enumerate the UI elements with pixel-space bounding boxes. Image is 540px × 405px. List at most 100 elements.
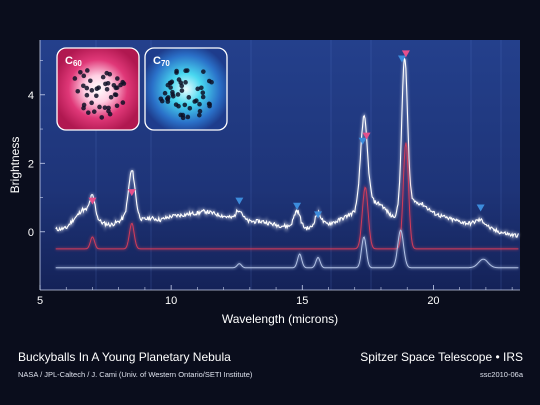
molecule-atom (206, 78, 212, 84)
molecule-atom (166, 95, 171, 100)
molecule-atom (75, 88, 81, 94)
molecule-atom (167, 80, 173, 86)
molecule-atom (85, 110, 91, 115)
y-tick-label: 2 (28, 158, 34, 170)
molecule-atom (170, 92, 175, 97)
molecule-atom (183, 80, 188, 85)
molecule-atom (197, 112, 202, 118)
molecule-atom (106, 108, 111, 114)
x-tick-label: 10 (165, 295, 177, 307)
molecule-insets: C60 C70 (56, 47, 228, 131)
y-tick-label: 4 (28, 90, 34, 102)
background-streak (370, 40, 372, 290)
background-streak (250, 40, 252, 290)
molecule-atom (175, 92, 181, 97)
x-tick-label: 15 (296, 295, 308, 307)
peak-marker (397, 55, 406, 63)
inset-c70: C70 (144, 47, 228, 131)
molecule-atom (89, 100, 94, 106)
background-streak (470, 40, 472, 290)
caption-image-id: ssc2010-06a (480, 370, 523, 379)
molecule-atom (99, 115, 105, 120)
molecule-atom (197, 101, 202, 107)
molecule-atom (108, 94, 114, 100)
molecule-atom (180, 115, 186, 121)
caption-title: Buckyballs In A Young Planetary Nebula (18, 350, 231, 364)
molecule-atom (114, 103, 120, 109)
molecule-atom (183, 68, 188, 74)
molecule-atom (174, 68, 179, 74)
molecule-atom (113, 92, 119, 98)
molecule-atom (81, 73, 87, 79)
inset-label: C70 (153, 55, 170, 68)
molecule-atom (104, 70, 110, 76)
molecule-atom (84, 85, 90, 91)
molecule-atom (102, 105, 108, 110)
axes-layer: 5 10 15 20 0 2 4 Wavelength (microns) Brightness (8, 40, 520, 326)
background-streak (150, 40, 152, 290)
molecule-atom (192, 99, 197, 104)
x-tick-label: 5 (37, 295, 43, 307)
molecule-atom (186, 95, 192, 100)
molecule-atom (106, 105, 111, 111)
molecule-atom (94, 93, 99, 99)
molecule-atom (197, 108, 203, 114)
molecule-atom (84, 68, 90, 73)
inset-c60: C60 (56, 47, 140, 131)
molecule-atom (158, 96, 164, 102)
molecule-atom (78, 69, 83, 75)
molecule-atom (199, 85, 204, 91)
x-tick-label: 20 (427, 295, 439, 307)
molecule-atom (81, 105, 86, 111)
background-streak (500, 40, 502, 290)
peak-marker (362, 132, 371, 140)
molecule-atom (97, 104, 102, 110)
molecule-atom (88, 78, 93, 84)
y-tick-label: 0 (28, 227, 34, 239)
molecule-atom (207, 103, 212, 109)
c70-model-line (55, 229, 519, 269)
series-layer (54, 57, 520, 270)
molecule-atom (201, 69, 206, 74)
background-streak (95, 40, 97, 290)
molecule-atom (96, 85, 102, 90)
observed-spectrum-line (55, 57, 519, 239)
caption-credit: NASA / JPL-Caltech / J. Cami (Univ. of W… (18, 370, 253, 379)
molecule-atom (105, 80, 111, 86)
molecule-atom (84, 92, 90, 98)
peak-marker (358, 137, 367, 145)
molecule-atom (200, 94, 206, 100)
molecule-atom (91, 109, 97, 114)
molecule-atom (162, 90, 168, 96)
molecule-atom (176, 103, 181, 109)
molecule-atom (182, 102, 188, 108)
molecule-atom (200, 90, 206, 96)
molecule-atom (72, 76, 78, 81)
background-streaks (95, 40, 502, 290)
molecule-atom (104, 86, 110, 92)
peak-marker (476, 204, 485, 212)
peak-marker (127, 189, 136, 197)
molecule-atom (81, 83, 86, 89)
caption-mission: Spitzer Space Telescope • IRS (360, 350, 523, 364)
inset-label: C60 (65, 55, 82, 68)
background-streak (330, 40, 332, 290)
molecule-atom (114, 85, 120, 90)
peak-marker (314, 211, 323, 219)
peak-markers (88, 50, 485, 219)
c60-model-line (55, 142, 519, 250)
molecule-atom (115, 76, 120, 81)
peak-marker (88, 197, 97, 205)
peak-marker (293, 202, 302, 210)
peak-marker (401, 50, 410, 58)
peak-marker (235, 197, 244, 205)
molecule-atom (195, 86, 201, 92)
molecule-atom (168, 85, 173, 90)
inset-frame (144, 47, 228, 131)
molecule-atom (120, 100, 126, 105)
molecule-atom (121, 81, 127, 86)
molecule-atom (100, 74, 106, 80)
molecule-atom (89, 88, 95, 93)
